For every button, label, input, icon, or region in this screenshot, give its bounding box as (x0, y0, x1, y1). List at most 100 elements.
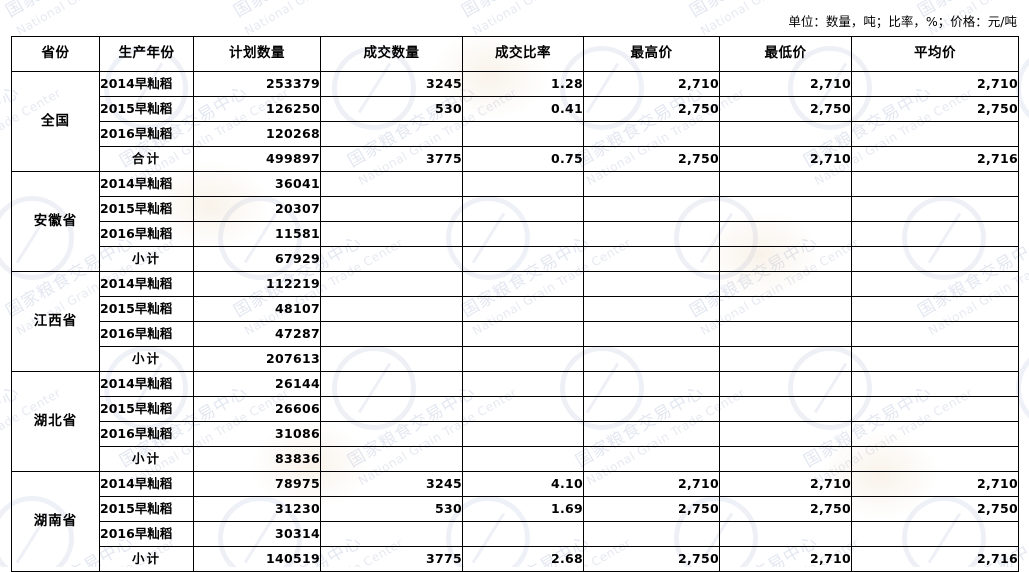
table-row: 小计 67929 (12, 246, 1019, 272)
deal-qty-cell (320, 371, 463, 397)
plan-qty-cell: 36041 (193, 171, 321, 197)
low-price-cell: 2,710 (719, 546, 852, 572)
low-price-cell (719, 246, 852, 272)
table-row: 2016早籼稻 31086 (12, 421, 1019, 447)
low-price-cell (719, 196, 852, 222)
deal-qty-cell (320, 271, 463, 297)
province-cell: 湖北省 (11, 371, 100, 472)
high-price-cell (583, 271, 720, 297)
avg-price-cell (851, 246, 1019, 272)
plan-qty-cell: 47287 (193, 321, 321, 347)
deal-qty-cell (320, 171, 463, 197)
deal-rate-cell (462, 446, 584, 472)
deal-qty-cell (320, 121, 463, 147)
group-total-label: 小计 (99, 346, 194, 372)
deal-rate-cell (462, 371, 584, 397)
table-row: 湖南省 2014早籼稻 78975 3245 4.10 2,710 2,710 2,710 (11, 471, 1019, 572)
low-price-cell (719, 446, 852, 472)
plan-qty-cell: 207613 (193, 346, 321, 372)
deal-rate-cell (462, 221, 584, 247)
column-header-avg_price: 平均价 (851, 36, 1019, 72)
low-price-cell (719, 521, 852, 547)
high-price-cell (583, 196, 720, 222)
low-price-cell (719, 271, 852, 297)
high-price-cell (583, 521, 720, 547)
avg-price-cell (851, 446, 1019, 472)
deal-qty-cell: 3775 (320, 146, 463, 172)
high-price-cell (583, 296, 720, 322)
high-price-cell (583, 396, 720, 422)
high-price-cell (583, 446, 720, 472)
deal-rate-cell (462, 171, 584, 197)
table-row: 湖北省 2014早籼稻 26144 (11, 371, 1019, 472)
deal-rate-cell (462, 521, 584, 547)
high-price-cell (583, 246, 720, 272)
production-year-cell: 2015早籼稻 (99, 496, 194, 522)
watermark-text-en: National Grain Trade Center (242, 0, 406, 38)
table-row: 小计 83836 (12, 446, 1019, 472)
deal-rate-cell (462, 271, 584, 297)
production-year-cell: 2014早籼稻 (99, 471, 194, 497)
table-row: 2015早籼稻 126250 530 0.41 2,750 2,750 2,750 (12, 96, 1019, 122)
avg-price-cell: 2,710 (851, 471, 1019, 497)
avg-price-cell (851, 346, 1019, 372)
high-price-cell (583, 421, 720, 447)
high-price-cell (583, 371, 720, 397)
header-row: 省份 生产年份 计划数量 成交数量 成交比率 最高价 最低价 平均价 (11, 36, 1019, 72)
deal-qty-cell: 3245 (320, 71, 463, 97)
deal-rate-cell (462, 396, 584, 422)
avg-price-cell (851, 371, 1019, 397)
deal-rate-cell (462, 346, 584, 372)
avg-price-cell: 2,750 (851, 96, 1019, 122)
avg-price-cell (851, 171, 1019, 197)
production-year-cell: 2016早籼稻 (99, 121, 194, 147)
avg-price-cell: 2,750 (851, 496, 1019, 522)
deal-rate-cell: 1.69 (462, 496, 584, 522)
avg-price-cell: 2,716 (851, 146, 1019, 172)
table-row: 2015早籼稻 31230 530 1.69 2,750 2,750 2,750 (12, 496, 1019, 522)
group-total-label: 小计 (99, 446, 194, 472)
high-price-cell (583, 346, 720, 372)
watermark-text-cn: 国家粮食交易中心 (0, 0, 138, 22)
plan-qty-cell: 112219 (193, 271, 321, 297)
column-header-year: 生产年份 (99, 36, 194, 72)
avg-price-cell (851, 196, 1019, 222)
production-year-cell: 2016早籼稻 (99, 421, 194, 447)
low-price-cell: 2,710 (719, 146, 852, 172)
low-price-cell (719, 296, 852, 322)
deal-qty-cell (320, 221, 463, 247)
deal-rate-cell (462, 121, 584, 147)
avg-price-cell (851, 521, 1019, 547)
watermark-text-cn: 国家粮食交易中心 (456, 0, 594, 22)
deal-qty-cell (320, 521, 463, 547)
production-year-cell: 2016早籼稻 (99, 521, 194, 547)
plan-qty-cell: 11581 (193, 221, 321, 247)
plan-qty-cell: 31230 (193, 496, 321, 522)
plan-qty-cell: 83836 (193, 446, 321, 472)
deal-qty-cell (320, 421, 463, 447)
plan-qty-cell: 120268 (193, 121, 321, 147)
avg-price-cell (851, 271, 1019, 297)
table-row: 小计 140519 3775 2.68 2,750 2,710 2,716 (12, 546, 1019, 572)
table-row: 2015早籼稻 26606 (12, 396, 1019, 422)
deal-qty-cell: 3245 (320, 471, 463, 497)
plan-qty-cell: 253379 (193, 71, 321, 97)
deal-rate-cell: 0.41 (462, 96, 584, 122)
deal-rate-cell (462, 196, 584, 222)
production-year-cell: 2014早籼稻 (99, 271, 194, 297)
low-price-cell (719, 421, 852, 447)
table-row: 江西省 2014早籼稻 112219 (11, 271, 1019, 372)
table-row: 2015早籼稻 48107 (12, 296, 1019, 322)
production-year-cell: 2014早籼稻 (99, 71, 194, 97)
low-price-cell (719, 396, 852, 422)
deal-rate-cell (462, 246, 584, 272)
low-price-cell: 2,710 (719, 71, 852, 97)
plan-qty-cell: 126250 (193, 96, 321, 122)
high-price-cell: 2,710 (583, 471, 720, 497)
group-total-label: 小计 (99, 546, 194, 572)
low-price-cell: 2,750 (719, 96, 852, 122)
plan-qty-cell: 48107 (193, 296, 321, 322)
column-header-plan_qty: 计划数量 (193, 36, 321, 72)
avg-price-cell (851, 296, 1019, 322)
table-body: 全国 2014早籼稻 253379 3245 1.28 2,710 2,710 2,710 20… (11, 71, 1019, 572)
